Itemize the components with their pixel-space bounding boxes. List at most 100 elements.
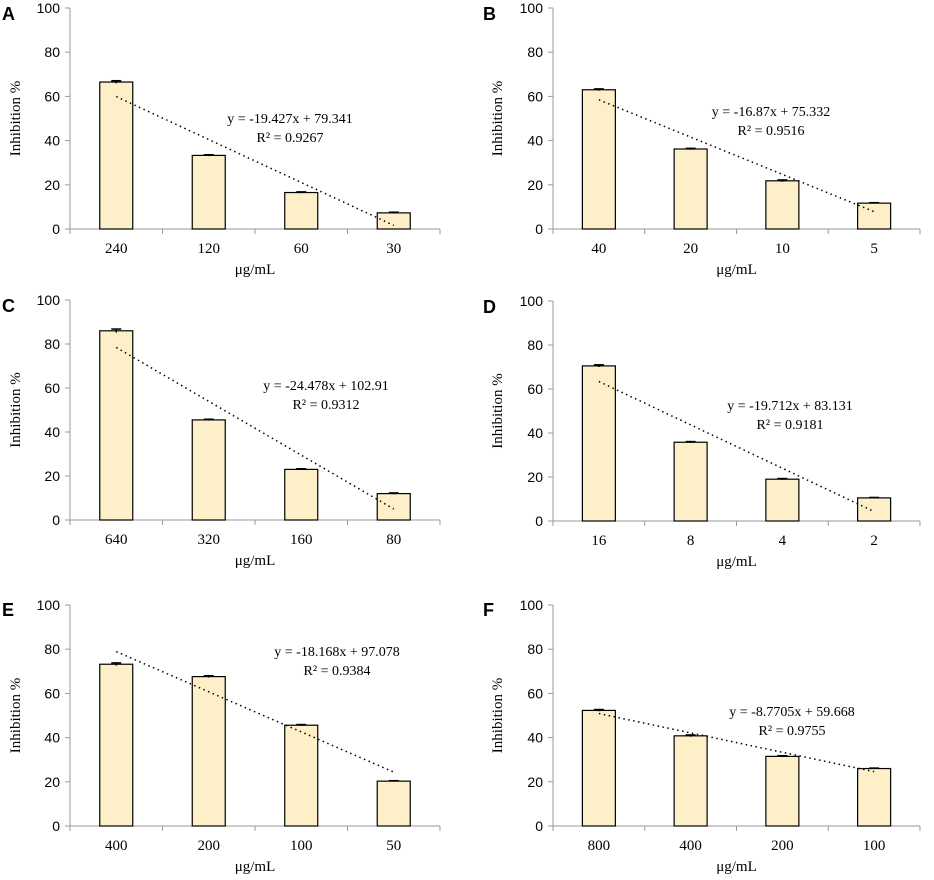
x-tick-label: 400 xyxy=(679,838,702,854)
bar-640 xyxy=(99,330,134,521)
y-tick-label: 0 xyxy=(535,221,543,237)
y-tick-label: 80 xyxy=(527,44,543,60)
x-tick-label: 100 xyxy=(863,838,886,854)
trendline-r2: R² = 0.9516 xyxy=(738,124,805,139)
y-tick-label: 60 xyxy=(44,88,60,104)
x-tick-label: 50 xyxy=(386,838,401,854)
bar-160 xyxy=(284,468,319,521)
trendline-equation: y = -16.87x + 75.332 xyxy=(712,105,830,120)
x-axis-label: μg/mL xyxy=(235,262,276,278)
y-tick-label: 100 xyxy=(37,0,61,16)
panel-letter: B xyxy=(483,4,496,24)
x-tick-label: 20 xyxy=(683,241,698,257)
bar-10 xyxy=(765,180,800,230)
x-tick-label: 2 xyxy=(870,533,878,549)
y-tick-label: 60 xyxy=(527,685,543,701)
trendline-equation: y = -24.478x + 102.91 xyxy=(263,379,388,394)
y-tick-label: 0 xyxy=(535,513,543,529)
trendline-r2: R² = 0.9267 xyxy=(257,131,324,146)
x-tick-label: 160 xyxy=(290,532,313,548)
y-tick-label: 60 xyxy=(527,88,543,104)
y-tick-label: 60 xyxy=(44,685,60,701)
chart-panel-b: B 0 20 40 60 80 100 40 20 10 5 y = -16.87x + 75.332… xyxy=(483,0,921,278)
bar-60 xyxy=(284,191,319,230)
bar-2 xyxy=(857,497,892,522)
bar-30 xyxy=(376,212,411,230)
trendline-r2: R² = 0.9384 xyxy=(304,664,371,679)
bar-120 xyxy=(191,154,226,230)
y-axis-label: Inhibition % xyxy=(8,81,24,156)
bar-200 xyxy=(765,755,800,827)
y-tick-label: 40 xyxy=(527,425,543,441)
x-tick-label: 30 xyxy=(386,241,401,257)
chart-panel-e: E 0 20 40 60 80 100 400 200 100 50 y = -18.168x + 9… xyxy=(2,597,441,875)
bar-800 xyxy=(581,709,616,827)
y-tick-label: 60 xyxy=(527,381,543,397)
bar-200 xyxy=(191,676,226,827)
panel-letter: D xyxy=(483,297,496,317)
y-tick-label: 40 xyxy=(44,730,60,746)
x-axis-label: μg/mL xyxy=(716,859,757,875)
x-tick-label: 10 xyxy=(775,241,790,257)
chart-panel-d: D 0 20 40 60 80 100 16 8 4 2 y = -19.712x + 83.131 R… xyxy=(483,293,921,570)
y-tick-label: 100 xyxy=(520,597,544,613)
y-tick-label: 60 xyxy=(44,380,60,396)
y-tick-label: 20 xyxy=(44,774,60,790)
y-axis-label: Inhibition % xyxy=(490,81,506,156)
trendline-r2: R² = 0.9181 xyxy=(757,418,824,433)
x-tick-label: 40 xyxy=(591,241,606,257)
x-tick-label: 60 xyxy=(294,241,309,257)
y-tick-label: 80 xyxy=(44,336,60,352)
y-axis-label: Inhibition % xyxy=(490,678,506,753)
trendline-equation: y = -19.427x + 79.341 xyxy=(227,112,352,127)
x-tick-label: 240 xyxy=(105,241,128,257)
y-tick-label: 20 xyxy=(44,468,60,484)
x-tick-label: 120 xyxy=(198,241,221,257)
y-axis-label: Inhibition % xyxy=(8,678,24,753)
y-tick-label: 0 xyxy=(52,818,60,834)
chart-panel-f: F 0 20 40 60 80 100 800 400 200 100 y = -8.7705x + … xyxy=(483,597,921,875)
y-axis-label: Inhibition % xyxy=(8,372,24,447)
y-tick-label: 100 xyxy=(520,293,544,309)
x-tick-label: 8 xyxy=(687,533,695,549)
bar-4 xyxy=(765,478,800,522)
panel-letter: F xyxy=(483,600,494,620)
bar-240 xyxy=(99,81,134,230)
x-tick-label: 400 xyxy=(105,838,128,854)
y-tick-label: 80 xyxy=(527,337,543,353)
trendline xyxy=(115,95,395,227)
bar-8 xyxy=(673,441,708,522)
bar-320 xyxy=(191,419,226,521)
x-axis-label: μg/mL xyxy=(716,262,757,278)
y-tick-label: 0 xyxy=(52,512,60,528)
y-tick-label: 80 xyxy=(44,44,60,60)
bar-400 xyxy=(99,663,134,827)
y-tick-label: 0 xyxy=(535,818,543,834)
x-tick-label: 5 xyxy=(870,241,878,257)
x-tick-label: 16 xyxy=(591,533,607,549)
x-axis-label: μg/mL xyxy=(235,859,276,875)
x-tick-label: 80 xyxy=(386,532,401,548)
bar-100 xyxy=(857,767,892,827)
bar-40 xyxy=(581,89,616,230)
trendline xyxy=(598,712,875,773)
y-tick-label: 100 xyxy=(37,292,61,308)
x-tick-label: 200 xyxy=(198,838,221,854)
x-tick-label: 100 xyxy=(290,838,313,854)
trendline-equation: y = -8.7705x + 59.668 xyxy=(729,705,854,720)
bar-5 xyxy=(857,202,892,230)
trendline-r2: R² = 0.9755 xyxy=(759,724,826,739)
y-tick-label: 40 xyxy=(527,133,543,149)
y-tick-label: 20 xyxy=(527,469,543,485)
y-tick-label: 80 xyxy=(527,641,543,657)
bar-80 xyxy=(376,493,411,521)
bar-50 xyxy=(376,780,411,827)
x-tick-label: 4 xyxy=(779,533,787,549)
y-tick-label: 0 xyxy=(52,221,60,237)
trendline xyxy=(598,380,875,513)
y-tick-label: 40 xyxy=(44,424,60,440)
y-tick-label: 100 xyxy=(37,597,61,613)
trendline-r2: R² = 0.9312 xyxy=(293,398,360,413)
y-tick-label: 100 xyxy=(520,0,544,16)
